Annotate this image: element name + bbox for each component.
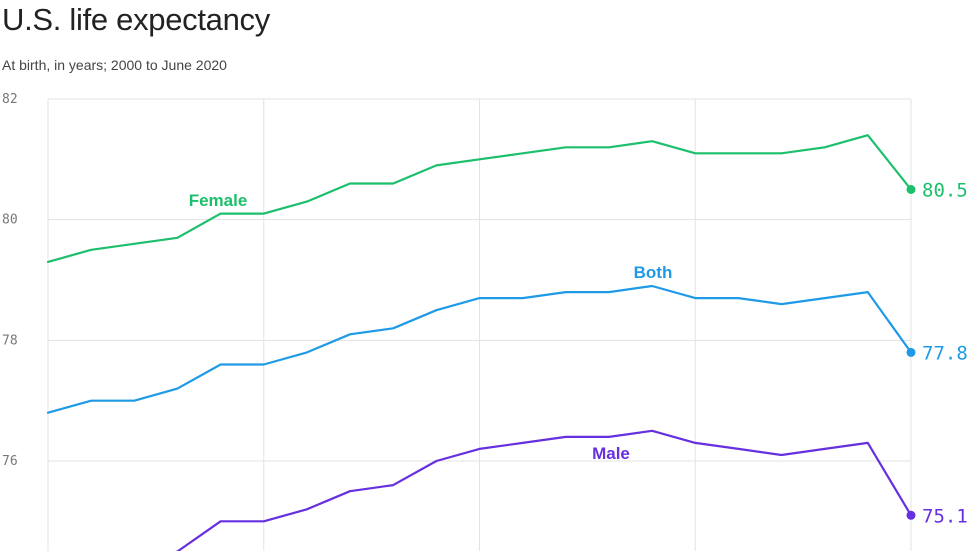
chart-title: U.S. life expectancy (2, 2, 270, 37)
end-value-label-both: 77.8 (922, 342, 968, 364)
gridlines (47, 98, 912, 551)
y-axis-ticks: 76 78 80 82 (2, 92, 18, 469)
series-name-label-female: Female (189, 191, 248, 210)
end-value-label-female: 80.5 (922, 180, 968, 202)
series-endpoint-male (906, 510, 916, 520)
series-name-label-male: Male (592, 444, 630, 463)
chart-subtitle: At birth, in years; 2000 to June 2020 (2, 57, 227, 73)
series-lines (46, 134, 916, 551)
y-tick-label: 80 (2, 213, 18, 228)
series-name-label-both: Both (634, 263, 673, 282)
series-endpoint-female (906, 185, 916, 194)
series-line-female (46, 134, 913, 263)
series-line-male (175, 429, 913, 551)
y-tick-label: 76 (2, 454, 18, 469)
series-line-both (46, 284, 913, 414)
series-endpoint-both (906, 347, 916, 357)
series-labels: 80.5 Female 77.8 Both 75.1 Male (189, 180, 968, 528)
y-tick-label: 82 (2, 92, 18, 107)
y-tick-label: 78 (2, 333, 18, 348)
end-value-label-male: 75.1 (922, 505, 968, 527)
